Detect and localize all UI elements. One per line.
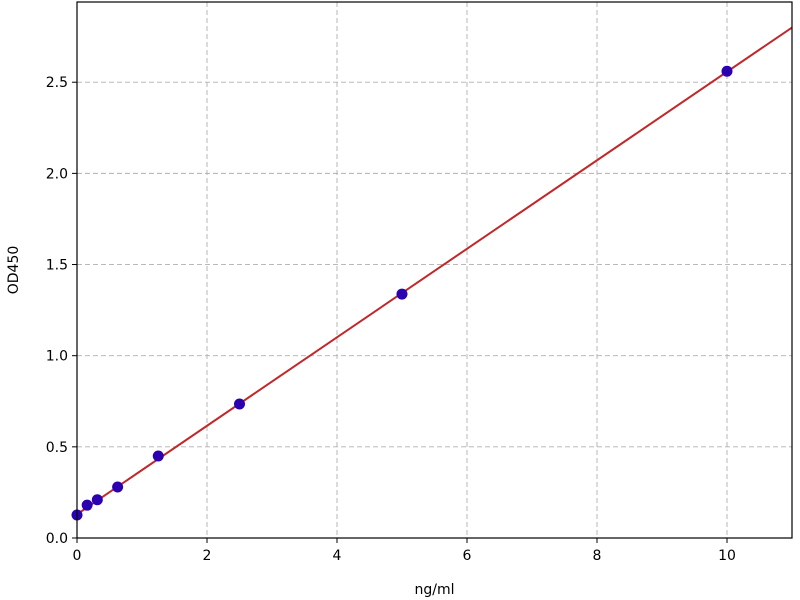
y-tick-label: 0.0 <box>46 531 68 547</box>
data-point <box>91 494 103 506</box>
data-point <box>152 450 164 462</box>
x-tick-label: 8 <box>593 548 602 564</box>
y-tick-label: 0.5 <box>46 440 68 456</box>
data-point <box>112 481 124 493</box>
y-tick-label: 2.5 <box>46 75 68 91</box>
fit-line-layer <box>76 26 793 516</box>
x-tick-label: 0 <box>73 548 82 564</box>
x-tick-label: 10 <box>718 548 736 564</box>
y-tick-label: 1.5 <box>46 258 68 274</box>
x-tick-label: 6 <box>463 548 472 564</box>
data-point <box>721 65 733 77</box>
y-tick-label: 1.0 <box>46 349 68 365</box>
fit-line <box>76 26 793 516</box>
x-axis-label: ng/ml <box>414 582 454 598</box>
data-point <box>81 499 93 511</box>
y-tick-label: 2.0 <box>46 166 68 182</box>
data-point <box>396 288 408 300</box>
axis-ticks: 0 2 4 6 8 10 0.0 0.5 1.0 1.5 2.0 2.5 <box>46 75 736 564</box>
x-tick-label: 4 <box>333 548 342 564</box>
data-points <box>71 65 733 521</box>
data-point <box>234 398 245 410</box>
y-axis-label: OD450 <box>6 246 22 295</box>
plot-frame <box>76 1 793 539</box>
x-tick-label: 2 <box>203 548 212 564</box>
